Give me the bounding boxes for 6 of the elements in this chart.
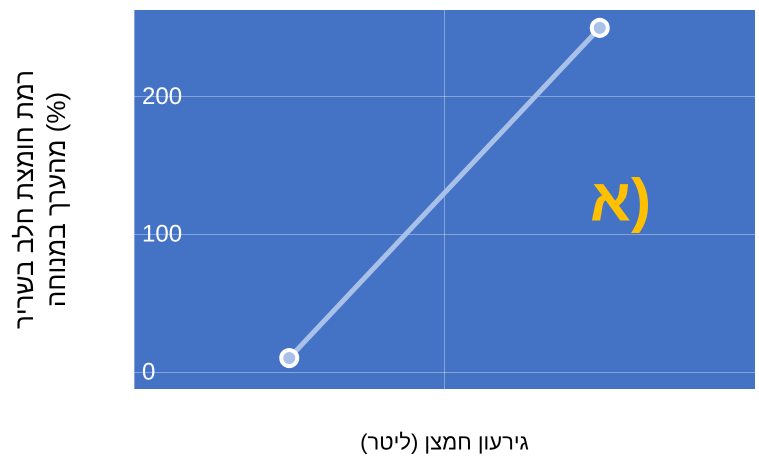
y-tick-label: 100 [142,220,182,248]
y-tick-label: 0 [142,358,156,386]
annotation: א) [590,166,651,234]
y-axis-title: רמת חומצת חלב בשריר מהערך במנוחה (%) [9,70,71,329]
y-tick-label: 200 [142,83,182,110]
x-axis-title: גירעון חמצן (ליטר) [360,430,529,454]
